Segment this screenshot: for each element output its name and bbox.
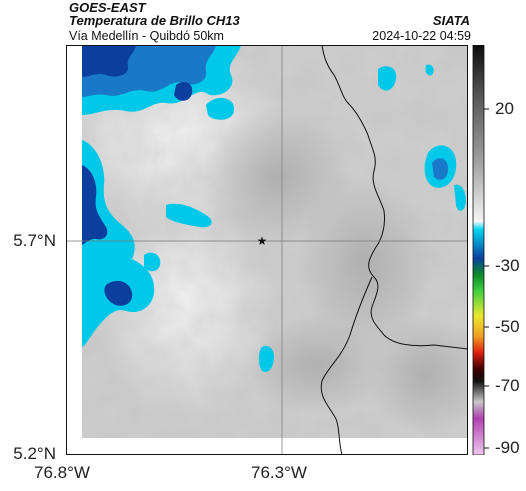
colorbar-tick-m50: -50	[495, 317, 520, 336]
colorbar	[472, 45, 489, 455]
colorbar-tick-m70: -70	[495, 376, 520, 395]
region-subtitle: Vía Medellín - Quibdó 50km	[69, 29, 224, 43]
satellite-map[interactable]: ★	[66, 45, 468, 455]
x-tick-76-8W: 76.8°W	[34, 463, 90, 482]
timestamp-label: 2024-10-22 04:59	[372, 29, 471, 43]
y-tick-5-2N: 5.2°N	[13, 444, 56, 463]
agency-label: GOES-EAST	[69, 0, 146, 15]
colorbar-tick-m30: -30	[495, 256, 520, 275]
brand-label: SIATA	[432, 13, 470, 28]
y-tick-5-7N: 5.7°N	[13, 231, 56, 250]
colorbar-tick-20: 20	[495, 99, 514, 118]
brightness-temperature-field	[82, 45, 467, 438]
product-title: Temperatura de Brillo CH13	[69, 13, 240, 28]
boundary-line	[320, 45, 468, 455]
star-icon: ★	[257, 234, 268, 248]
colorbar-tick-m90: -90	[495, 438, 520, 457]
x-tick-76-3W: 76.3°W	[251, 463, 307, 482]
